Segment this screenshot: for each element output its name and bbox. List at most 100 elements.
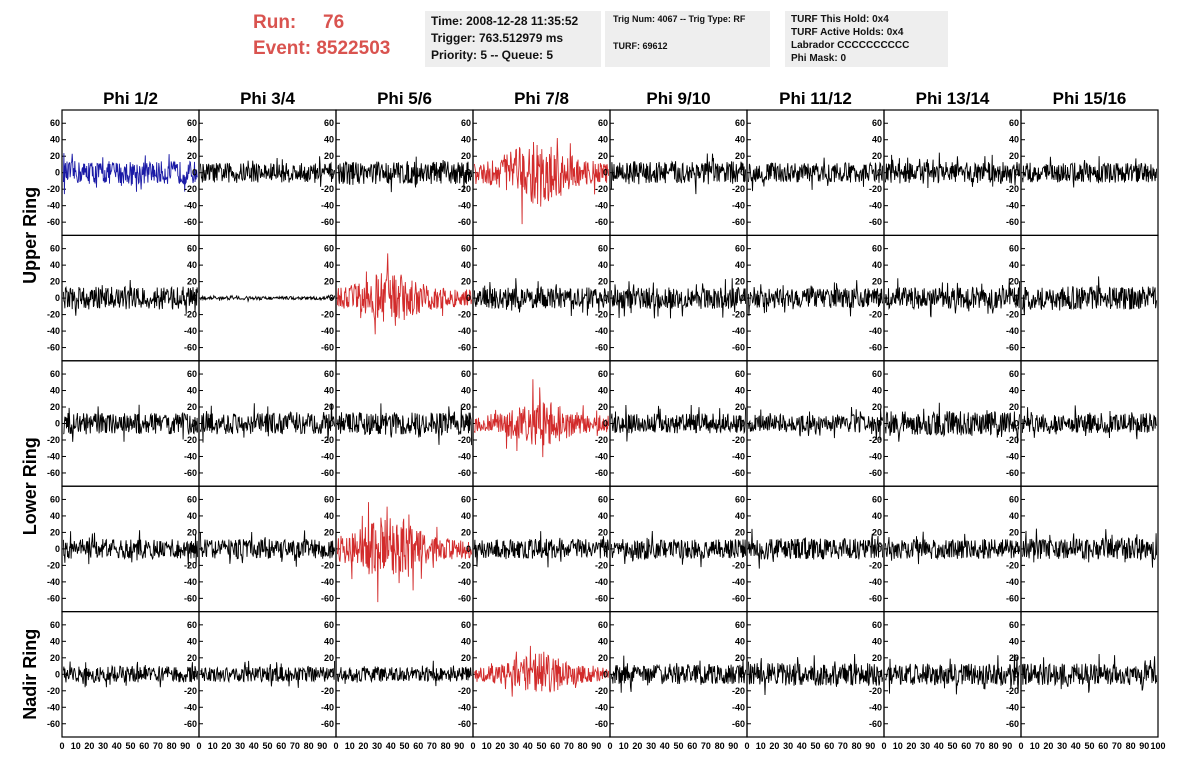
x-tick-label: 0: [59, 741, 64, 751]
y-tick-label: 20: [1009, 402, 1019, 412]
y-tick-label: -20: [1006, 686, 1019, 696]
y-tick-label: 60: [872, 369, 882, 379]
y-tick-label: 20: [872, 527, 882, 537]
y-tick-label: 0: [329, 669, 334, 679]
y-tick-label: 20: [1009, 151, 1019, 161]
waveform-panel: -60 -40 -20 0 20 40 60: [458, 360, 611, 487]
y-tick-label: -60: [47, 343, 60, 353]
y-tick-label: 0: [603, 419, 608, 429]
y-tick-label: -40: [458, 702, 471, 712]
y-tick-label: 0: [1014, 293, 1019, 303]
y-tick-label: 60: [1009, 244, 1019, 254]
trigger-text: Trigger: 763.512979 ms: [431, 31, 564, 45]
y-tick-label: 20: [598, 527, 608, 537]
y-tick-label: 60: [598, 244, 608, 254]
y-tick-label: -60: [732, 593, 745, 603]
waveform-panel: -60 -40 -20 0 20 40 60: [184, 109, 337, 237]
y-tick-label: -60: [1006, 593, 1019, 603]
y-tick-label: 20: [735, 151, 745, 161]
y-tick-label: -40: [47, 201, 60, 211]
y-tick-label: 60: [461, 244, 471, 254]
y-tick-label: 0: [1014, 669, 1019, 679]
y-tick-label: 40: [50, 636, 60, 646]
x-tick-label: 50: [1084, 741, 1094, 751]
y-tick-label: 60: [735, 620, 745, 630]
y-tick-label: -20: [47, 686, 60, 696]
waveform-trace: [610, 655, 747, 693]
waveform-trace: [747, 653, 884, 696]
waveform-panel: -60 -40 -20 0 20 40 60: [1006, 234, 1159, 362]
y-tick-label: -20: [47, 435, 60, 445]
y-tick-label: 40: [324, 511, 334, 521]
y-tick-label: 40: [324, 636, 334, 646]
y-tick-label: -40: [458, 451, 471, 461]
y-tick-label: 60: [324, 244, 334, 254]
x-tick-label: 40: [934, 741, 944, 751]
y-tick-label: -20: [184, 310, 197, 320]
y-tick-label: -40: [1006, 451, 1019, 461]
waveform-trace: [1021, 653, 1158, 693]
y-tick-label: 40: [1009, 386, 1019, 396]
waveform-panel: -60 -40 -20 0 20 40 60: [458, 485, 611, 613]
y-tick-label: 20: [324, 277, 334, 287]
y-tick-label: -40: [732, 702, 745, 712]
x-tick-label: 30: [1057, 741, 1067, 751]
y-tick-label: 0: [55, 419, 60, 429]
y-tick-label: 20: [461, 527, 471, 537]
y-tick-label: 40: [50, 135, 60, 145]
y-tick-label: -20: [321, 184, 334, 194]
labrador-text: Labrador CCCCCCCCCC: [791, 40, 910, 51]
y-tick-label: 0: [55, 168, 60, 178]
y-tick-label: -60: [595, 343, 608, 353]
y-tick-label: 60: [187, 244, 197, 254]
y-tick-label: 20: [461, 277, 471, 287]
y-tick-label: 0: [740, 669, 745, 679]
column-title: Phi 7/8: [514, 89, 569, 108]
y-tick-label: -60: [458, 593, 471, 603]
y-tick-label: 60: [598, 118, 608, 128]
run-label: Run:: [253, 12, 297, 33]
y-tick-label: 60: [50, 118, 60, 128]
priority-text: Priority: 5 -- Queue: 5: [431, 48, 554, 62]
x-tick-label: 80: [304, 741, 314, 751]
column-title: Phi 3/4: [240, 89, 295, 108]
y-tick-label: 60: [1009, 118, 1019, 128]
waveform-trace: [63, 404, 199, 442]
waveform-panel: -60 -40 -20 0 20 40 60: [869, 485, 1022, 613]
x-tick-label: 0: [607, 741, 612, 751]
x-tick-label: 10: [893, 741, 903, 751]
y-tick-label: 20: [872, 653, 882, 663]
y-tick-label: 60: [872, 494, 882, 504]
y-tick-label: -60: [869, 217, 882, 227]
y-tick-label: -40: [1006, 326, 1019, 336]
y-tick-label: -40: [595, 451, 608, 461]
x-tick-label: 20: [769, 741, 779, 751]
y-tick-label: -40: [732, 201, 745, 211]
y-tick-label: 60: [187, 494, 197, 504]
waveform-trace: [473, 531, 610, 568]
y-tick-label: 40: [187, 636, 197, 646]
y-tick-label: 20: [598, 653, 608, 663]
y-tick-label: 20: [1009, 527, 1019, 537]
waveform-panel: -60 -40 -20 0 20 40 60: [321, 234, 474, 362]
y-tick-label: -40: [458, 577, 471, 587]
y-tick-label: -40: [595, 201, 608, 211]
x-tick-label: 0: [1018, 741, 1023, 751]
y-tick-label: 0: [877, 293, 882, 303]
x-tick-label: 20: [906, 741, 916, 751]
x-tick-label: 80: [167, 741, 177, 751]
y-tick-label: 40: [461, 511, 471, 521]
run-event-header: Run: 76 Event: 8522503: [253, 10, 390, 62]
y-tick-label: 60: [461, 620, 471, 630]
x-tick-label: 10: [1030, 741, 1040, 751]
y-tick-label: 40: [872, 260, 882, 270]
y-tick-label: 40: [187, 135, 197, 145]
x-tick-label: 50: [673, 741, 683, 751]
y-tick-label: 20: [461, 653, 471, 663]
x-tick-label: 0: [744, 741, 749, 751]
y-tick-label: -20: [732, 184, 745, 194]
y-tick-label: 40: [324, 135, 334, 145]
column-title: Phi 5/6: [377, 89, 432, 108]
y-tick-label: 20: [50, 277, 60, 287]
